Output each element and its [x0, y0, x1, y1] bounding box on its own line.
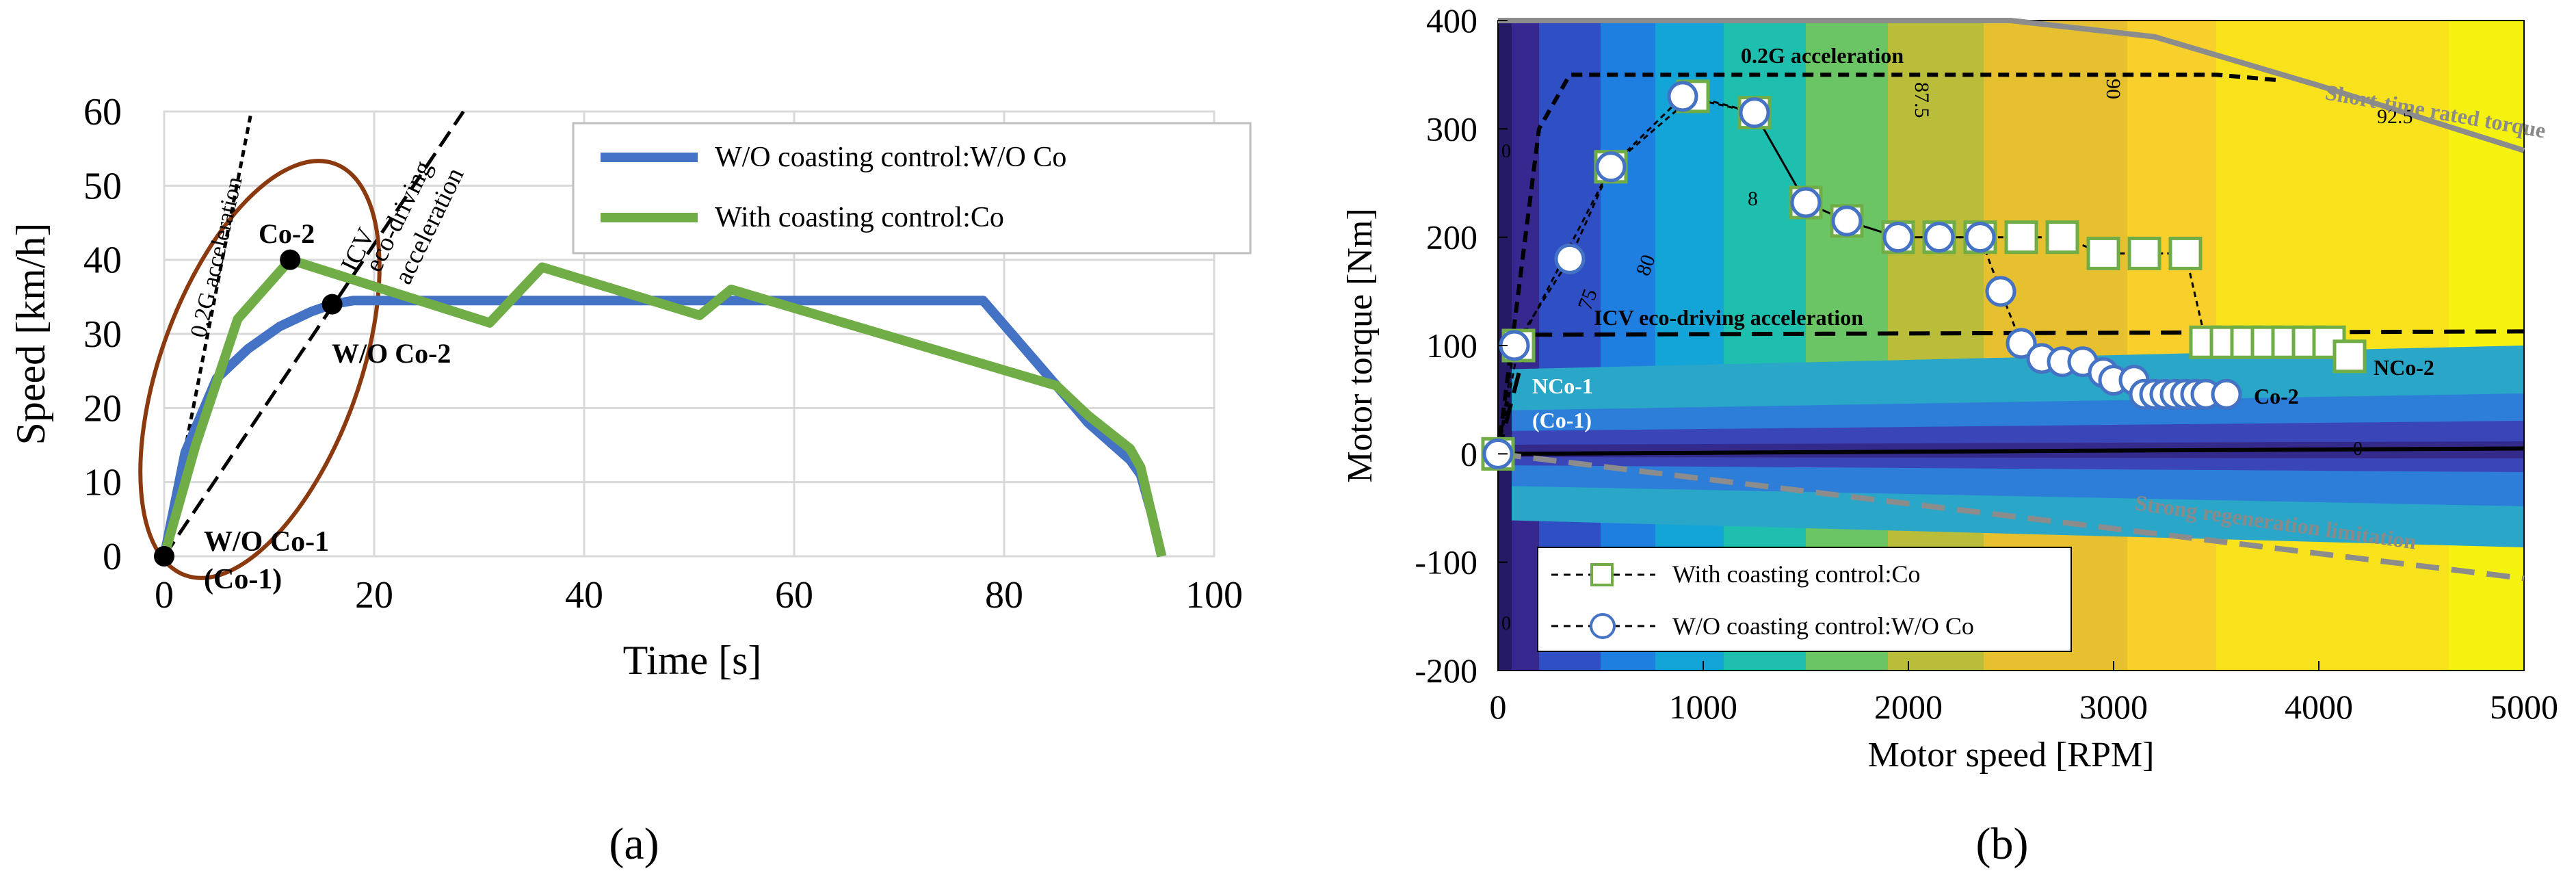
panel-a-highlight-ellipse: [138, 159, 382, 580]
panel-b-circle-point: [1667, 81, 1698, 112]
panel-b-x-tick-label: 1000: [1669, 688, 1737, 726]
panel-b-x-axis-title: Motor speed [RPM]: [1868, 736, 2155, 775]
panel-b-square-point: [2045, 220, 2079, 255]
panel-b-short-time-rated-torque-line: [1498, 18, 2525, 153]
legend-label-co: With coasting control:Co: [715, 202, 1004, 233]
panel-a-x-axis-title: Time [s]: [623, 638, 762, 683]
panel-a-label: (a): [609, 819, 659, 869]
panel-a-frame: [163, 110, 1215, 558]
legend-frame: [572, 122, 1252, 255]
panel-b-square-point: [2332, 339, 2367, 374]
annot-co1: (Co-1): [204, 564, 282, 595]
panel-b-02g-line: [1496, 73, 2278, 454]
panel-b-chart: 0 1000 2000 3000 4000 5000-200-10001002003004…: [1341, 1, 2558, 869]
panel-b-x-tick-label: 0: [1490, 688, 1507, 726]
contour-label-92-5: 92.5: [2377, 105, 2413, 128]
panel-a-y-tick-label: 10: [83, 462, 122, 504]
panel-b-y-axis-title: Motor torque [Nm]: [1341, 208, 1380, 482]
panel-b-y-tick-label: 300: [1426, 109, 1477, 148]
panel-b-circle-point: [1831, 205, 1863, 237]
panel-a-y-axis-title: Speed [km/h]: [8, 223, 53, 445]
annot-nco2: NCo-2: [2374, 355, 2434, 380]
contour-label-87-5: 87.5: [1910, 82, 1933, 118]
panel-b-circle-point: [1595, 151, 1627, 183]
panel-a-x-tick-label: 60: [775, 574, 813, 616]
annot-b-co1: (Co-1): [1532, 408, 1592, 432]
panel-b-circle-point: [1923, 222, 1955, 253]
panel-a-points: [154, 249, 343, 567]
annot-wo-co2: W/O Co-2: [332, 338, 451, 369]
panel-a-tick-labels: 0 20 40 60 80 100 0 10 20 30 40 50 60: [83, 91, 1243, 616]
panel-a-y-tick-label: 20: [83, 387, 122, 430]
panel-b-circle-point: [2006, 328, 2037, 359]
annot-nco1: NCo-1: [1532, 374, 1593, 398]
panel-b-tick-labels: 0 1000 2000 3000 4000 5000-200-10001002003004…: [1415, 1, 2558, 726]
panel-b-square-point: [2168, 236, 2203, 270]
panel-a-y-tick-label: 60: [83, 91, 122, 133]
panel-b-strong-regen-line: [1497, 451, 2525, 582]
panel-a-x-tick-label: 100: [1185, 574, 1243, 616]
panel-b-series: [1481, 79, 2367, 471]
annot-co2: Co-2: [259, 218, 315, 249]
contour-label-0-a: 0: [1501, 141, 1511, 162]
panel-b-x-tick-label: 5000: [2490, 688, 2558, 726]
panel-a-series: [159, 255, 1167, 558]
panel-a-y-tick-label: 0: [103, 536, 122, 578]
panel-b-y-tick-label: -200: [1415, 651, 1477, 690]
legend-label-wo-co: W/O coasting control:W/O Co: [715, 142, 1066, 173]
panel-b-circle-point: [1790, 187, 1822, 218]
contour-label-90: 90: [2102, 79, 2125, 99]
legend-b-frame: [1537, 547, 2072, 652]
panel-a-series-co: [159, 255, 1167, 558]
panel-b-legend: With coasting control:Co W/O coasting co…: [1537, 547, 2072, 652]
panel-a-legend: W/O coasting control:W/O Co With coastin…: [572, 122, 1252, 255]
panel-a-chart: 0 20 40 60 80 100 0 10 20 30 40 50 60 W/O coasting c…: [8, 91, 1252, 869]
panel-a-y-tick-label: 40: [83, 239, 122, 282]
annot-wo-co1: W/O Co-1: [204, 526, 329, 558]
panel-b-circle-point: [1964, 222, 1996, 253]
panel-b-icv-line: [1496, 329, 2525, 455]
panel-a-marked-point: [154, 546, 174, 567]
panel-b-zero-line: [1497, 446, 2525, 456]
annot-b-icv: ICV eco-driving acceleration: [1594, 305, 1863, 330]
panel-a-marked-point: [321, 294, 343, 315]
panel-a-x-tick-label: 40: [565, 574, 603, 616]
panel-a-y-tick-label: 30: [83, 313, 122, 356]
panel-b-label: (b): [1976, 819, 2029, 869]
contour-label-0-b: 0: [2353, 439, 2363, 460]
panel-b-y-tick-label: 400: [1426, 1, 1477, 40]
panel-a-marked-point: [280, 249, 301, 270]
panel-b-y-tick-label: 100: [1426, 326, 1477, 365]
panel-b-circle-point: [1882, 222, 1914, 253]
legend-b-label-co: With coasting control:Co: [1672, 560, 1921, 588]
panel-b-square-point: [2004, 220, 2038, 255]
legend-b-circle-marker: [1590, 613, 1616, 639]
panel-b-circle-point: [1739, 97, 1770, 129]
contour-label-0-c: 0: [1501, 613, 1511, 634]
annot-b-co2: Co-2: [2254, 384, 2299, 408]
legend-b-square-marker: [1590, 563, 1614, 586]
panel-b-y-tick-label: -100: [1415, 543, 1477, 582]
panel-b-x-tick-label: 2000: [1874, 688, 1943, 726]
panel-b-circle-point: [1554, 243, 1586, 274]
panel-a-y-tick-label: 50: [83, 165, 122, 207]
panel-b-lines: [1496, 18, 2525, 582]
panel-a-series-wo-co: [159, 296, 1167, 558]
panel-b-circle-point: [2211, 378, 2242, 410]
panel-b-square-point: [2086, 236, 2120, 270]
legend-b-label-wo-co: W/O coasting control:W/O Co: [1672, 612, 1974, 640]
panel-b-circle-point: [1985, 276, 2016, 307]
panel-a-x-tick-label: 80: [985, 574, 1023, 616]
panel-a-x-tick-label: 0: [155, 574, 174, 616]
annot-b-02g-acceleration: 0.2G acceleration: [1741, 43, 1904, 68]
panel-a-icv-line: [162, 110, 465, 558]
panel-b-x-tick-label: 4000: [2285, 688, 2353, 726]
panel-b-y-tick-label: 0: [1460, 434, 1477, 473]
panel-b-square-point: [2127, 236, 2161, 270]
panel-b-x-tick-label: 3000: [2079, 688, 2148, 726]
panel-a-x-tick-label: 20: [355, 574, 393, 616]
contour-label-8: 8: [1748, 187, 1758, 210]
panel-b-y-tick-label: 200: [1426, 218, 1477, 257]
